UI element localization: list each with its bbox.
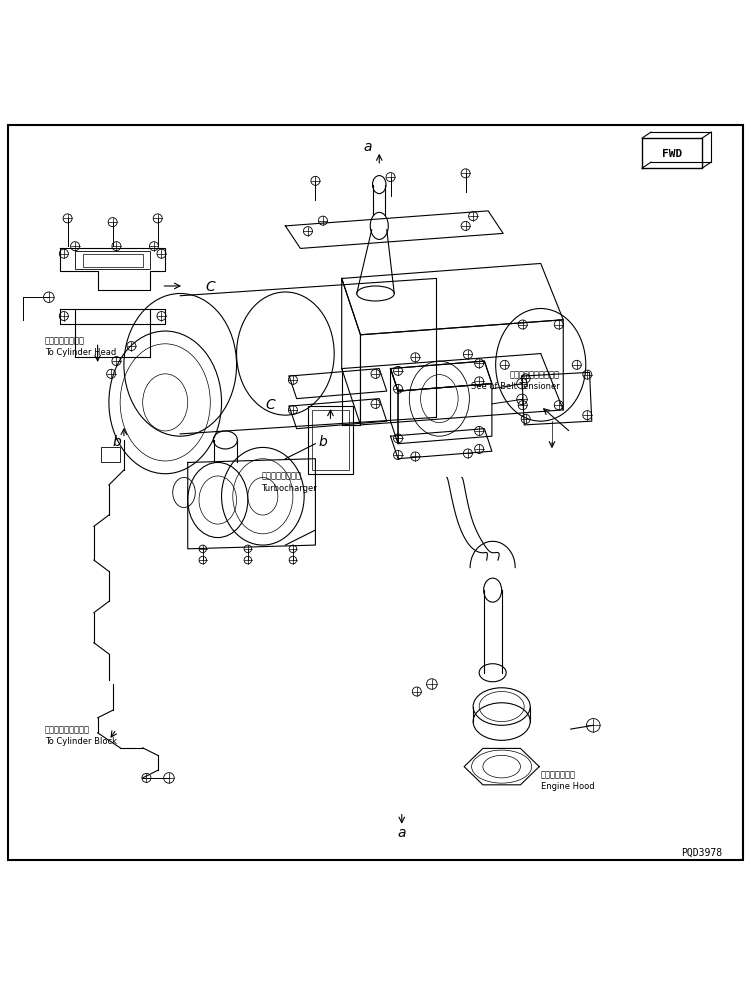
Text: ターボチャージャ
Turbocharger: ターボチャージャ Turbocharger	[261, 471, 317, 492]
Text: シリンダブロックへ
To Cylinder Block: シリンダブロックへ To Cylinder Block	[45, 724, 117, 745]
Bar	[101, 448, 120, 463]
Text: エンジンフード
Engine Hood: エンジンフード Engine Hood	[541, 769, 594, 790]
Bar	[308, 406, 353, 474]
Bar	[75, 251, 150, 269]
Text: b: b	[318, 435, 327, 449]
Text: a: a	[363, 139, 372, 154]
Bar	[83, 254, 143, 268]
Text: シリンダヘッドへ
To Cylinder Head: シリンダヘッドへ To Cylinder Head	[45, 336, 116, 357]
Text: ベルトテンショナ参照
See of Belt Tensioner: ベルトテンショナ参照 See of Belt Tensioner	[471, 370, 559, 390]
Text: PQD3978: PQD3978	[682, 847, 722, 857]
Bar	[312, 410, 349, 470]
Text: b: b	[112, 435, 121, 449]
Text: C: C	[266, 397, 275, 411]
Text: C: C	[206, 280, 215, 294]
Text: FWD: FWD	[662, 149, 682, 159]
Text: a: a	[397, 825, 406, 839]
